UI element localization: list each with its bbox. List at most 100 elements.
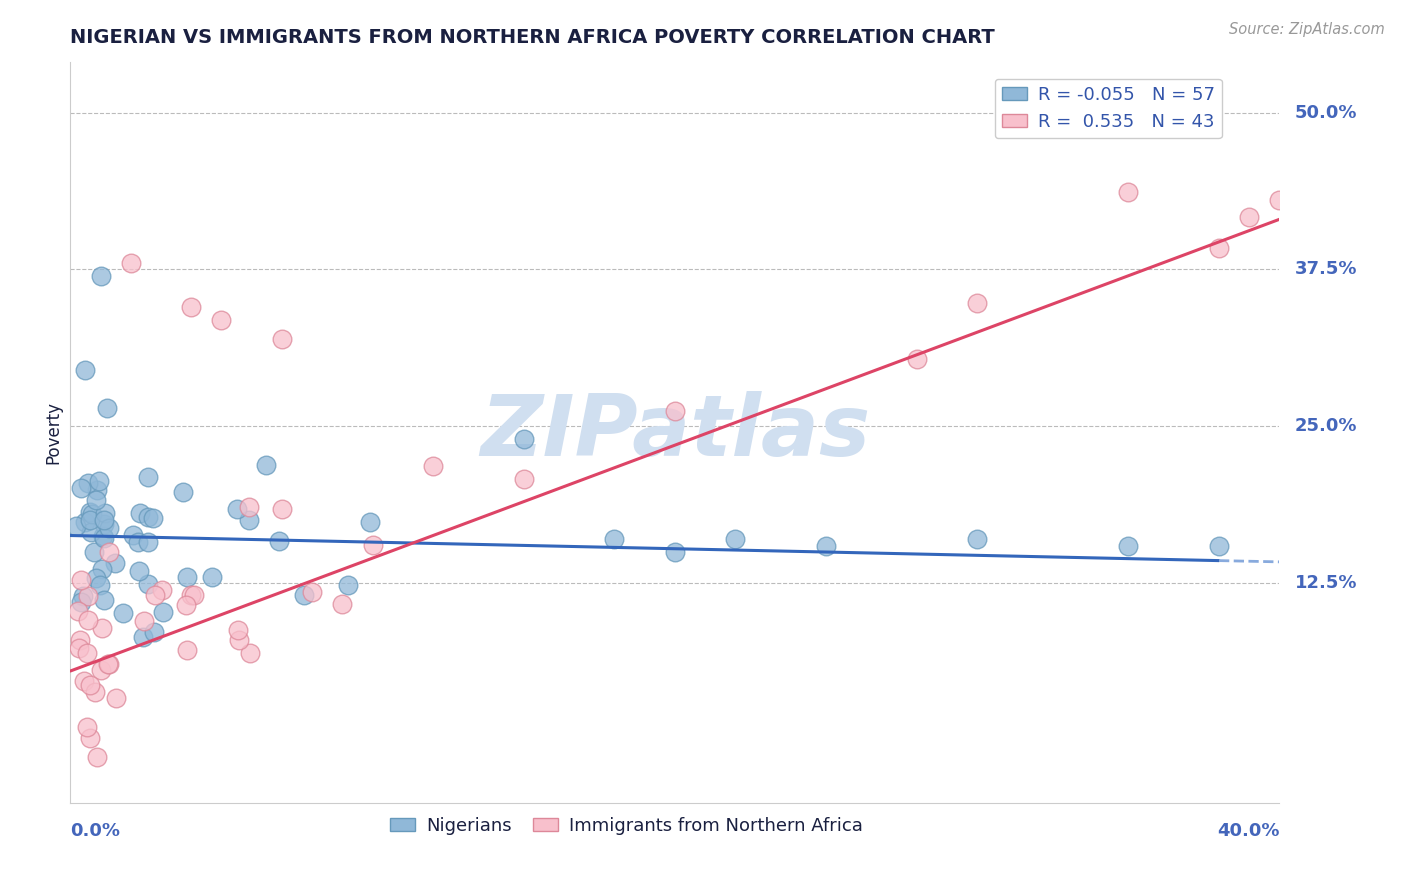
Point bbox=[132, 614, 155, 628]
Point bbox=[84, 492, 107, 507]
Point bbox=[180, 300, 202, 314]
Point bbox=[1268, 194, 1291, 208]
Point bbox=[152, 605, 174, 619]
Point bbox=[90, 268, 111, 283]
Point bbox=[97, 657, 120, 671]
Point bbox=[228, 632, 250, 647]
Point bbox=[89, 475, 111, 489]
Text: ZIPatlas: ZIPatlas bbox=[479, 391, 870, 475]
Point bbox=[104, 556, 127, 570]
Point bbox=[142, 625, 165, 640]
Point bbox=[84, 685, 107, 699]
Point bbox=[513, 432, 536, 446]
Point bbox=[76, 646, 98, 660]
Point bbox=[76, 720, 98, 734]
Point bbox=[111, 606, 134, 620]
Point bbox=[361, 538, 384, 552]
Point bbox=[127, 534, 149, 549]
Point bbox=[93, 531, 115, 545]
Point bbox=[1116, 185, 1139, 199]
Point bbox=[75, 363, 97, 377]
Point bbox=[1239, 210, 1261, 224]
Point bbox=[225, 501, 247, 516]
Point bbox=[301, 585, 323, 599]
Point bbox=[93, 506, 115, 520]
Point bbox=[77, 614, 100, 628]
Point bbox=[239, 646, 262, 660]
Text: 40.0%: 40.0% bbox=[1218, 822, 1279, 839]
Point bbox=[76, 475, 98, 490]
Point bbox=[129, 506, 152, 520]
Point bbox=[150, 582, 173, 597]
Point bbox=[337, 578, 360, 592]
Point bbox=[256, 458, 278, 472]
Point bbox=[65, 519, 87, 533]
Point bbox=[664, 545, 686, 559]
Point bbox=[98, 545, 121, 559]
Point bbox=[76, 589, 98, 603]
Point bbox=[724, 533, 747, 547]
Point bbox=[128, 565, 150, 579]
Point bbox=[422, 458, 444, 473]
Point bbox=[98, 657, 121, 671]
Point bbox=[84, 571, 107, 585]
Point bbox=[176, 642, 198, 657]
Point bbox=[966, 296, 988, 310]
Point bbox=[105, 690, 128, 705]
Point bbox=[966, 533, 988, 547]
Point bbox=[332, 598, 354, 612]
Point bbox=[83, 545, 105, 559]
Point bbox=[80, 525, 103, 540]
Point bbox=[86, 483, 108, 497]
Point bbox=[267, 533, 290, 548]
Point bbox=[603, 533, 626, 547]
Point bbox=[1208, 241, 1230, 255]
Point bbox=[79, 513, 101, 527]
Point bbox=[120, 256, 142, 270]
Point bbox=[69, 595, 91, 609]
Y-axis label: Poverty: Poverty bbox=[44, 401, 62, 464]
Point bbox=[142, 511, 165, 525]
Point bbox=[176, 598, 198, 612]
Point bbox=[67, 640, 90, 655]
Legend: Nigerians, Immigrants from Northern Africa: Nigerians, Immigrants from Northern Afri… bbox=[382, 809, 870, 842]
Point bbox=[136, 470, 159, 484]
Point bbox=[145, 588, 167, 602]
Point bbox=[72, 590, 94, 604]
Point bbox=[70, 481, 93, 495]
Point bbox=[183, 588, 205, 602]
Point bbox=[180, 588, 202, 602]
Point bbox=[69, 573, 91, 587]
Point bbox=[93, 516, 115, 531]
Point bbox=[91, 529, 114, 543]
Point bbox=[270, 502, 294, 516]
Point bbox=[122, 528, 145, 542]
Point bbox=[136, 576, 159, 591]
Point bbox=[96, 401, 118, 415]
Point bbox=[90, 621, 112, 635]
Point bbox=[664, 404, 686, 418]
Text: 50.0%: 50.0% bbox=[1295, 103, 1357, 121]
Point bbox=[270, 331, 294, 345]
Point bbox=[201, 570, 224, 584]
Point bbox=[66, 604, 89, 618]
Point bbox=[93, 513, 115, 527]
Point bbox=[176, 570, 198, 584]
Point bbox=[513, 472, 536, 486]
Point bbox=[79, 505, 101, 519]
Point bbox=[136, 535, 159, 549]
Point bbox=[228, 623, 250, 637]
Text: 37.5%: 37.5% bbox=[1295, 260, 1357, 278]
Point bbox=[79, 731, 101, 745]
Point bbox=[89, 578, 111, 592]
Text: Source: ZipAtlas.com: Source: ZipAtlas.com bbox=[1229, 22, 1385, 37]
Text: 0.0%: 0.0% bbox=[70, 822, 121, 839]
Point bbox=[238, 512, 260, 526]
Point bbox=[91, 562, 114, 576]
Point bbox=[75, 516, 97, 530]
Text: 12.5%: 12.5% bbox=[1295, 574, 1357, 592]
Point bbox=[132, 630, 155, 644]
Point bbox=[80, 507, 103, 521]
Point bbox=[211, 312, 233, 326]
Point bbox=[72, 674, 94, 689]
